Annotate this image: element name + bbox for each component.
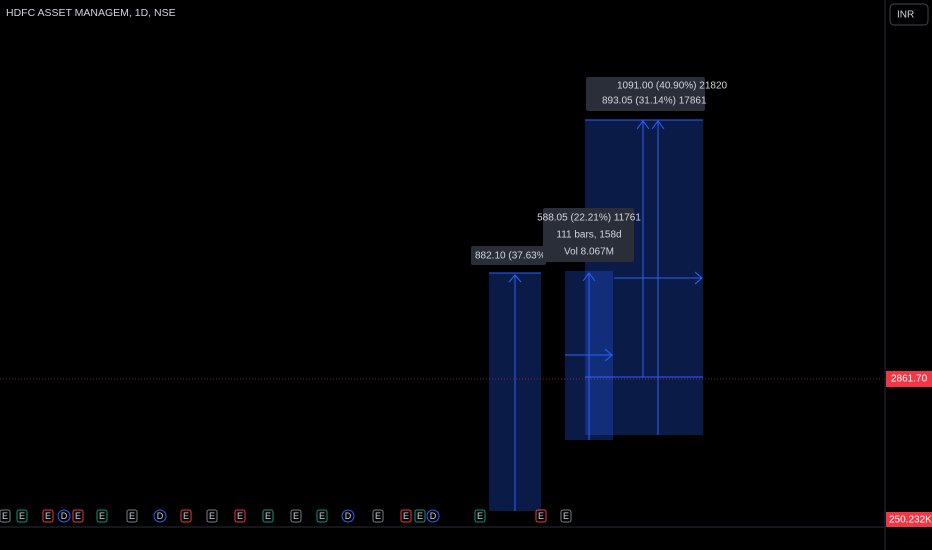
event-badge bbox=[372, 509, 384, 523]
event-letter: D bbox=[61, 511, 68, 521]
event-badge bbox=[42, 509, 54, 523]
arrow-head bbox=[604, 348, 613, 362]
event-letter: E bbox=[375, 511, 381, 521]
event-letter: E bbox=[563, 511, 569, 521]
measure-text: 882.10 (37.63%) 17 bbox=[475, 251, 563, 262]
event-letter: E bbox=[237, 511, 243, 521]
event-badge bbox=[126, 509, 138, 523]
price-axis[interactable] bbox=[885, 0, 932, 550]
measure-text: 588.05 (22.21%) 11761 bbox=[537, 213, 641, 224]
event-badge bbox=[414, 509, 426, 523]
event-badge bbox=[234, 509, 246, 523]
measure-text: Vol 8.067M bbox=[564, 247, 614, 258]
event-letter: E bbox=[538, 511, 544, 521]
event-badge bbox=[400, 509, 412, 523]
event-letter: D bbox=[345, 511, 352, 521]
event-badge bbox=[57, 509, 71, 523]
arrow-head bbox=[508, 274, 522, 283]
volume-tag bbox=[886, 512, 932, 527]
last-price-text: 2861.70 bbox=[891, 374, 928, 385]
event-badge bbox=[96, 509, 108, 523]
event-badge bbox=[0, 509, 11, 523]
symbol-title: HDFC ASSET MANAGEM, 1D, NSE bbox=[6, 7, 176, 19]
event-badge bbox=[153, 509, 167, 523]
event-letter: E bbox=[45, 511, 51, 521]
event-letter: E bbox=[129, 511, 135, 521]
event-letter: E bbox=[319, 511, 325, 521]
measure-label bbox=[471, 246, 546, 265]
last-price-tag bbox=[886, 371, 932, 387]
event-badge bbox=[316, 509, 328, 523]
measure-text: 893.05 (31.14%) 17861 bbox=[602, 96, 707, 107]
event-letter: E bbox=[403, 511, 409, 521]
event-badge bbox=[341, 509, 355, 523]
event-letter: E bbox=[265, 511, 271, 521]
event-badge bbox=[426, 509, 440, 523]
event-letter: E bbox=[19, 511, 25, 521]
event-letter: D bbox=[430, 511, 437, 521]
arrow-head bbox=[651, 120, 665, 130]
arrow-head bbox=[636, 120, 650, 130]
event-badge bbox=[535, 509, 547, 523]
measure-label bbox=[586, 77, 705, 111]
event-badge bbox=[72, 509, 84, 523]
event-badge bbox=[206, 509, 218, 523]
event-letter: E bbox=[75, 511, 81, 521]
event-badge bbox=[290, 509, 302, 523]
event-badge bbox=[560, 509, 572, 523]
event-letter: E bbox=[417, 511, 423, 521]
event-badge bbox=[16, 509, 28, 523]
event-letter: D bbox=[157, 511, 164, 521]
measure-text: 1091.00 (40.90%) 21820 bbox=[617, 81, 728, 92]
event-letter: E bbox=[99, 511, 105, 521]
arrow-head bbox=[582, 272, 596, 282]
event-letter: E bbox=[293, 511, 299, 521]
volume-text: 250.232K bbox=[889, 515, 932, 526]
currency-text[interactable]: INR bbox=[897, 10, 914, 21]
currency-button[interactable] bbox=[889, 3, 929, 26]
event-letter: E bbox=[477, 511, 483, 521]
event-letter: E bbox=[183, 511, 189, 521]
event-badge bbox=[474, 509, 486, 523]
event-badge bbox=[180, 509, 192, 523]
arrow-head bbox=[694, 271, 703, 285]
measure-label bbox=[543, 208, 634, 262]
measure-tools[interactable] bbox=[489, 119, 703, 511]
event-letter: E bbox=[2, 511, 8, 521]
event-badge bbox=[262, 509, 274, 523]
event-letter: E bbox=[209, 511, 215, 521]
measure-text: 111 bars, 158d bbox=[556, 230, 621, 241]
